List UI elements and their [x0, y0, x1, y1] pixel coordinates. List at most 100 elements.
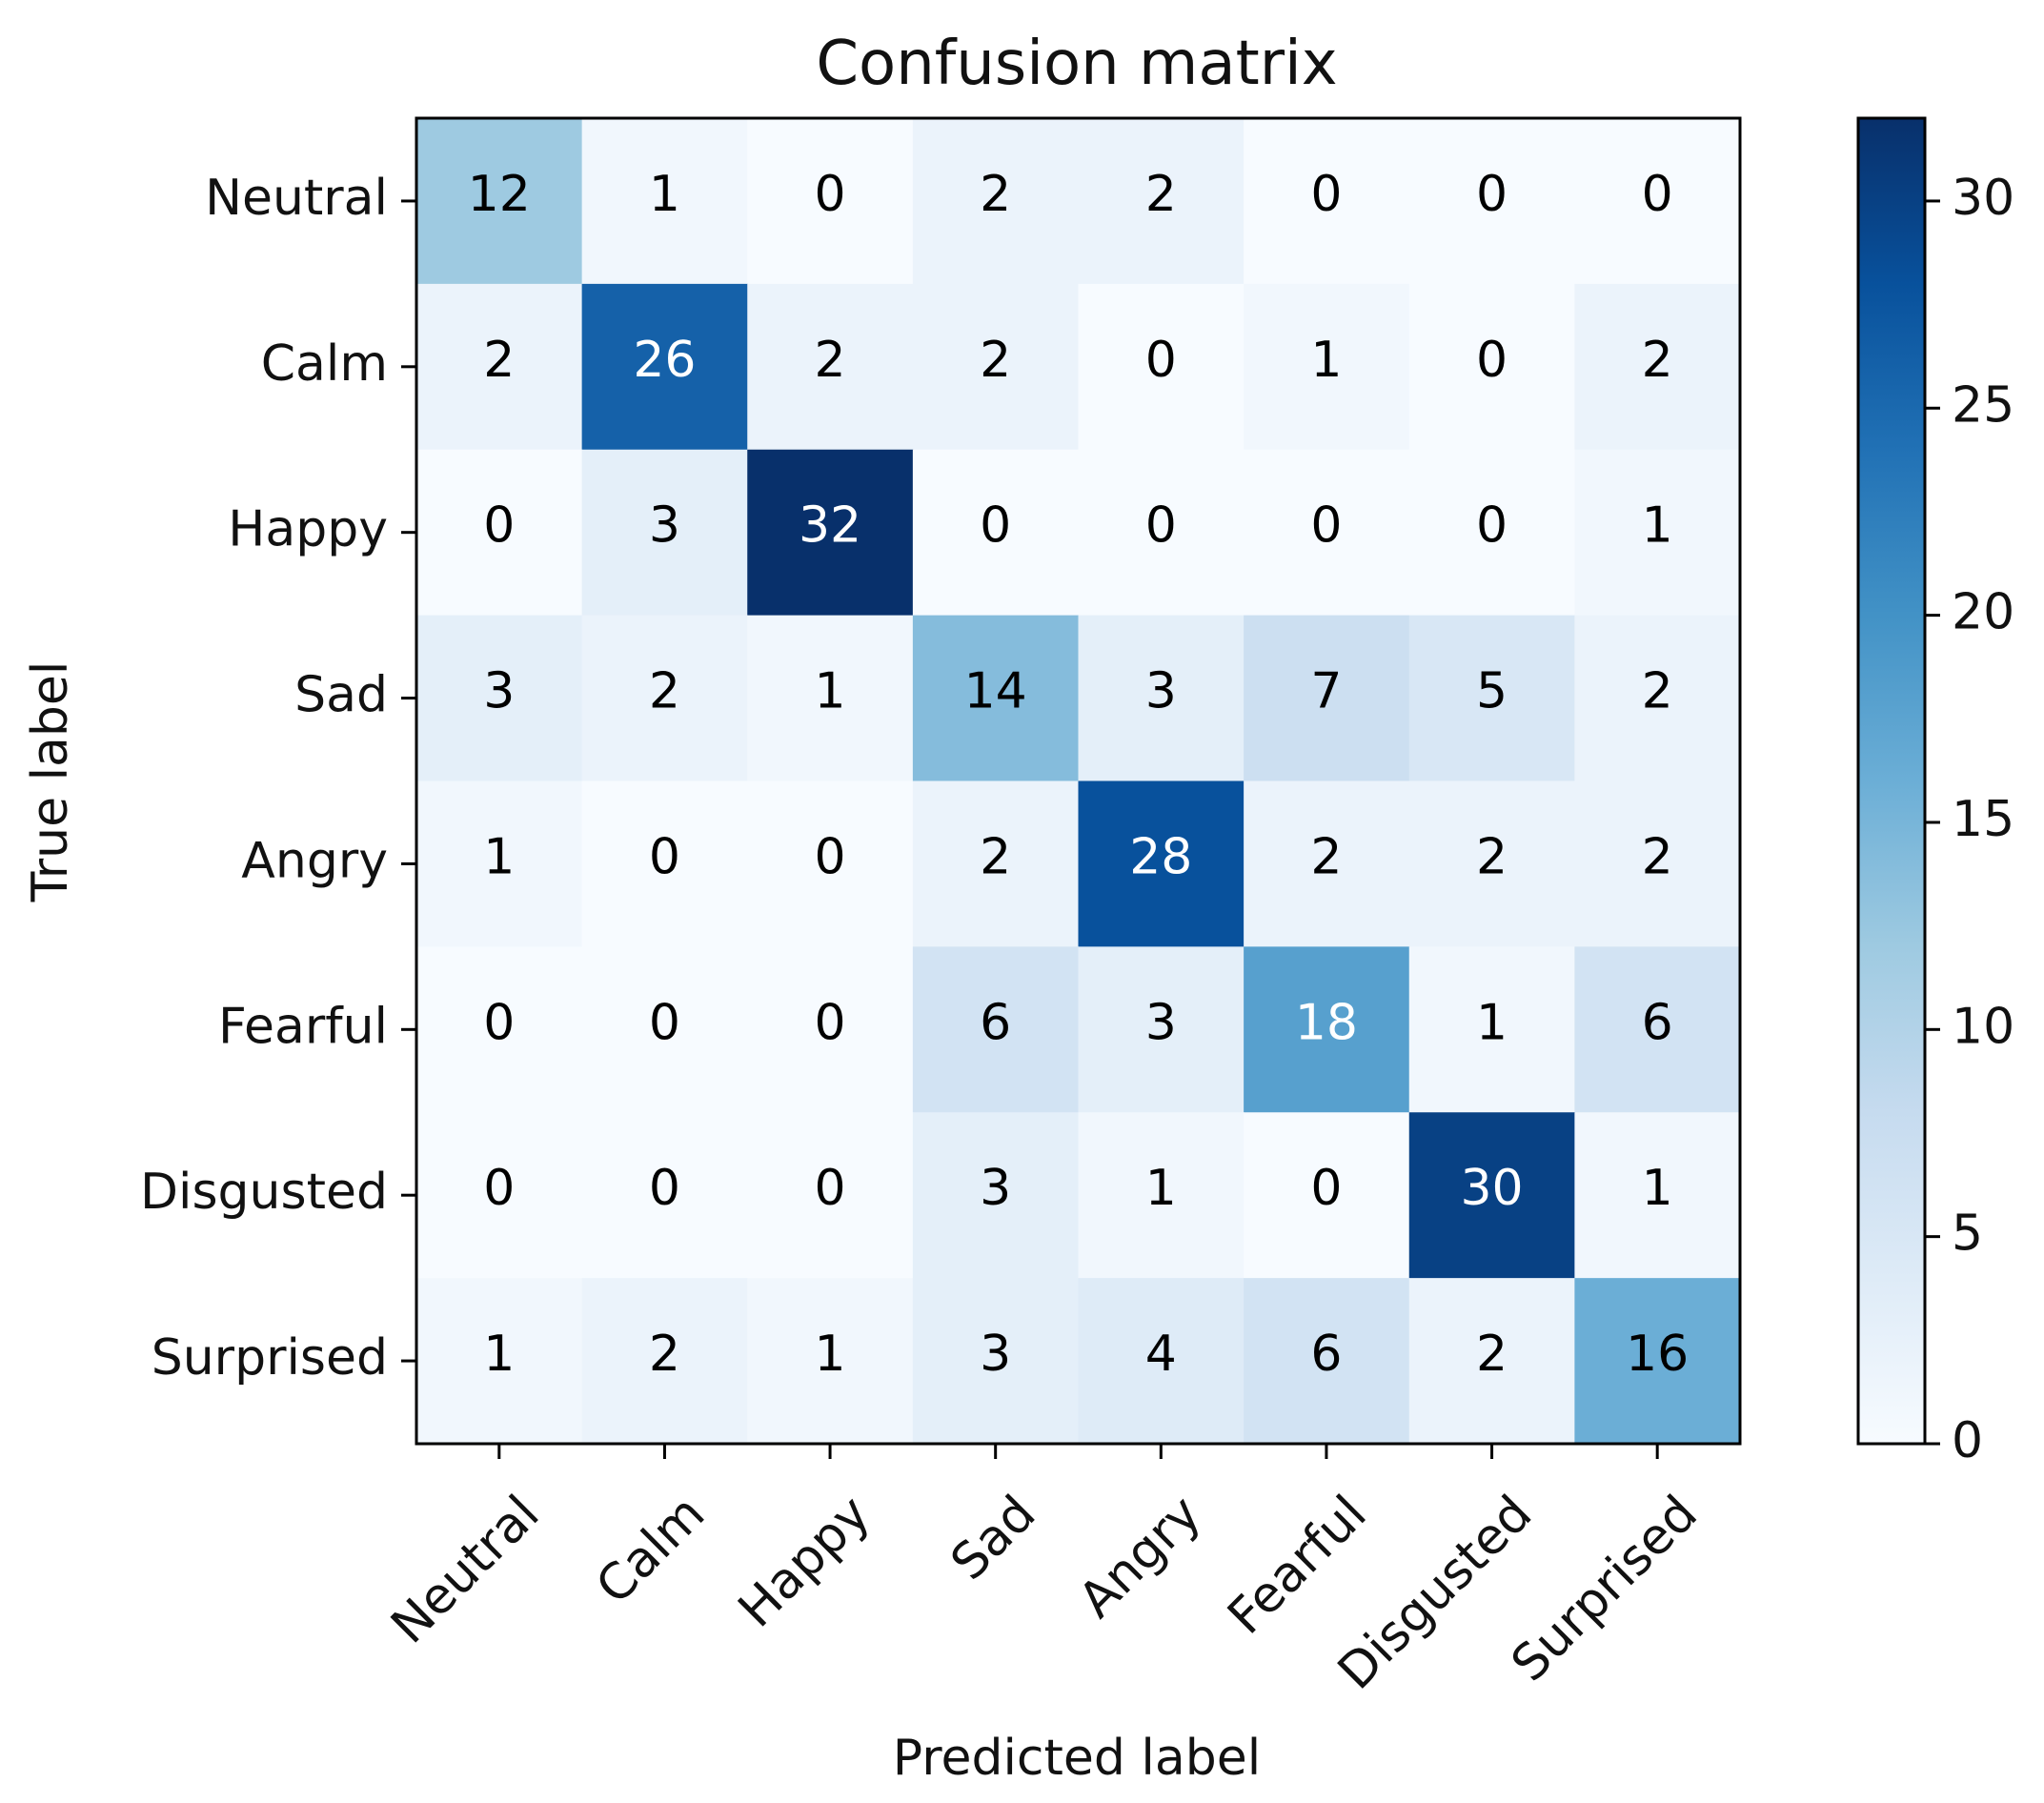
heatmap-cell-surprised-fearful	[1244, 1278, 1410, 1445]
heatmap-cells: 12 1 0 2 2 0 0 02 26 2 2 0 1 0 20 3 32 0 0 0 0 13 2 1 14 3 7 5 21 0 0 2…	[416, 118, 1741, 1445]
heatmap-cell-happy-surprised	[1574, 449, 1741, 617]
heatmap-cell-angry-sad	[912, 780, 1080, 947]
heatmap-cell-sad-neutral	[416, 615, 583, 782]
cell-value-label: 3	[1145, 994, 1177, 1051]
heatmap-cell-fearful-disgusted	[1408, 946, 1575, 1113]
cell-value-label: 2	[980, 828, 1011, 885]
colorbar-tick-label: 0	[1952, 1412, 1983, 1469]
cell-value-label: 0	[1310, 1160, 1342, 1217]
colorbar-ticks: 0 5 10 15 20 25 30	[1925, 170, 2014, 1469]
cell-value-label: 1	[1476, 994, 1508, 1051]
heatmap-cell-surprised-disgusted	[1408, 1278, 1575, 1445]
heatmap-cell-sad-disgusted	[1408, 615, 1575, 782]
heatmap-cell-disgusted-sad	[912, 1112, 1080, 1279]
heatmap-cell-neutral-neutral	[416, 118, 583, 285]
cell-value-label: 0	[483, 497, 515, 555]
colorbar-tick-label: 5	[1952, 1205, 1983, 1263]
cell-value-label: 2	[649, 663, 680, 720]
cell-value-label: 32	[799, 497, 861, 555]
x-tick-label-fearful: Fearful	[1217, 1485, 1377, 1645]
cell-value-label: 16	[1626, 1326, 1689, 1383]
heatmap-cell-fearful-happy	[747, 946, 914, 1113]
cell-value-label: 1	[1642, 497, 1673, 555]
cell-value-label: 3	[980, 1160, 1011, 1217]
heatmap-cell-disgusted-surprised	[1574, 1112, 1741, 1279]
heatmap-cell-disgusted-neutral	[416, 1112, 583, 1279]
heatmap-cell-surprised-surprised	[1574, 1278, 1741, 1445]
heatmap-cell-happy-fearful	[1244, 449, 1410, 617]
cell-value-label: 0	[1145, 332, 1177, 389]
x-tick-label-happy: Happy	[728, 1485, 881, 1638]
heatmap-cell-angry-fearful	[1244, 780, 1410, 947]
cell-value-label: 0	[649, 828, 680, 885]
heatmap-cell-fearful-sad	[912, 946, 1080, 1113]
heatmap-cell-sad-angry	[1078, 615, 1245, 782]
heatmap-cell-angry-happy	[747, 780, 914, 947]
cell-value-label: 1	[815, 1326, 846, 1383]
heatmap-cell-happy-sad	[912, 449, 1080, 617]
x-tick-label-sad: Sad	[941, 1485, 1047, 1591]
x-tick-label-angry: Angry	[1068, 1485, 1212, 1629]
x-tick-label-calm: Calm	[586, 1485, 717, 1615]
heatmap-cell-disgusted-disgusted	[1408, 1112, 1575, 1279]
chart-title: Confusion matrix	[816, 29, 1337, 99]
heatmap-cell-calm-fearful	[1244, 283, 1410, 451]
cell-value-label: 0	[649, 994, 680, 1051]
y-tick-label-surprised: Surprised	[152, 1329, 388, 1387]
heatmap-cell-sad-sad	[912, 615, 1080, 782]
heatmap-cell-calm-neutral	[416, 283, 583, 451]
heatmap-cell-disgusted-happy	[747, 1112, 914, 1279]
cell-value-label: 2	[815, 332, 846, 389]
y-tick-label-sad: Sad	[294, 667, 388, 724]
heatmap-cell-angry-angry	[1078, 780, 1245, 947]
cell-value-label: 2	[1476, 1326, 1508, 1383]
heatmap-cell-angry-surprised	[1574, 780, 1741, 947]
y-axis-ticks: Neutral Calm Happy Sad Angry Fearful Disgusted…	[140, 170, 416, 1387]
heatmap-cell-disgusted-calm	[581, 1112, 748, 1279]
cell-value-label: 1	[1642, 1160, 1673, 1217]
heatmap-cell-disgusted-fearful	[1244, 1112, 1410, 1279]
cell-value-label: 28	[1129, 828, 1192, 885]
heatmap-cell-calm-angry	[1078, 283, 1245, 451]
cell-value-label: 2	[1642, 332, 1673, 389]
cell-value-label: 2	[980, 166, 1011, 223]
cell-value-label: 3	[980, 1326, 1011, 1383]
cell-value-label: 2	[1476, 828, 1508, 885]
cell-value-label: 18	[1295, 994, 1358, 1051]
cell-value-label: 0	[1476, 497, 1508, 555]
cell-value-label: 0	[1145, 497, 1177, 555]
heatmap-cell-happy-calm	[581, 449, 748, 617]
heatmap-cell-happy-neutral	[416, 449, 583, 617]
heatmap-cell-calm-calm	[581, 283, 748, 451]
heatmap-cell-sad-calm	[581, 615, 748, 782]
cell-value-label: 0	[1310, 497, 1342, 555]
cell-value-label: 2	[980, 332, 1011, 389]
heatmap-cell-fearful-fearful	[1244, 946, 1410, 1113]
cell-value-label: 6	[1642, 994, 1673, 1051]
cell-value-label: 0	[815, 828, 846, 885]
heatmap-cell-surprised-angry	[1078, 1278, 1245, 1445]
cell-value-label: 0	[980, 497, 1011, 555]
colorbar-tick-label: 10	[1952, 998, 2014, 1055]
heatmap-cell-neutral-surprised	[1574, 118, 1741, 285]
y-tick-label-calm: Calm	[261, 335, 388, 393]
cell-value-label: 4	[1145, 1326, 1177, 1383]
cell-value-label: 2	[649, 1326, 680, 1383]
cell-value-label: 0	[815, 166, 846, 223]
heatmap-cell-disgusted-angry	[1078, 1112, 1245, 1279]
cell-value-label: 1	[483, 828, 515, 885]
x-axis-label: Predicted label	[893, 1730, 1261, 1787]
colorbar	[1858, 118, 1925, 1444]
heatmap-cell-surprised-sad	[912, 1278, 1080, 1445]
cell-value-label: 1	[815, 663, 846, 720]
colorbar-tick-label: 30	[1952, 170, 2014, 227]
heatmap-cell-angry-disgusted	[1408, 780, 1575, 947]
heatmap-cell-neutral-angry	[1078, 118, 1245, 285]
cell-value-label: 2	[1145, 166, 1177, 223]
cell-value-label: 2	[1642, 828, 1673, 885]
heatmap-cell-neutral-sad	[912, 118, 1080, 285]
cell-value-label: 0	[483, 994, 515, 1051]
cell-value-label: 0	[483, 1160, 515, 1217]
plot-frame	[415, 116, 1742, 1446]
colorbar-frame	[1856, 116, 1927, 1446]
